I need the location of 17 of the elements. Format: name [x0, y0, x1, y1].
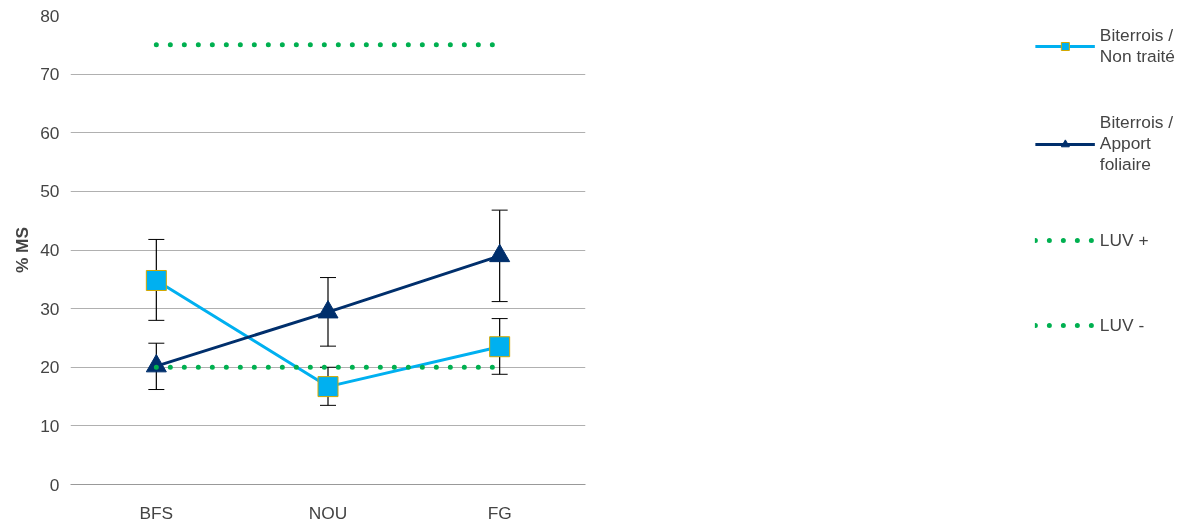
y-tick-label: 40 — [40, 240, 60, 260]
legend-label: LUV + — [1099, 228, 1149, 252]
y-tick-label: 60 — [40, 122, 60, 143]
legend-label: Biterrois / Non traité — [1099, 25, 1175, 67]
y-tick-label: 20 — [40, 357, 60, 378]
y-tick-label: 0 — [49, 474, 60, 495]
y-tick-label: 80 — [40, 5, 60, 26]
x-tick-label: NOU — [308, 502, 348, 523]
y-tick-label: 50 — [40, 181, 60, 202]
y-axis-title: % MS — [12, 226, 33, 274]
x-tick-label: BFS — [139, 502, 174, 523]
y-tick-label: 10 — [40, 415, 60, 436]
legend-label: LUV - — [1099, 313, 1145, 337]
x-tick-label: FG — [487, 502, 512, 523]
legend-label: Biterrois / Apport foliaire — [1099, 112, 1174, 175]
y-tick-label: 70 — [40, 64, 60, 85]
y-tick-label: 30 — [40, 298, 60, 319]
